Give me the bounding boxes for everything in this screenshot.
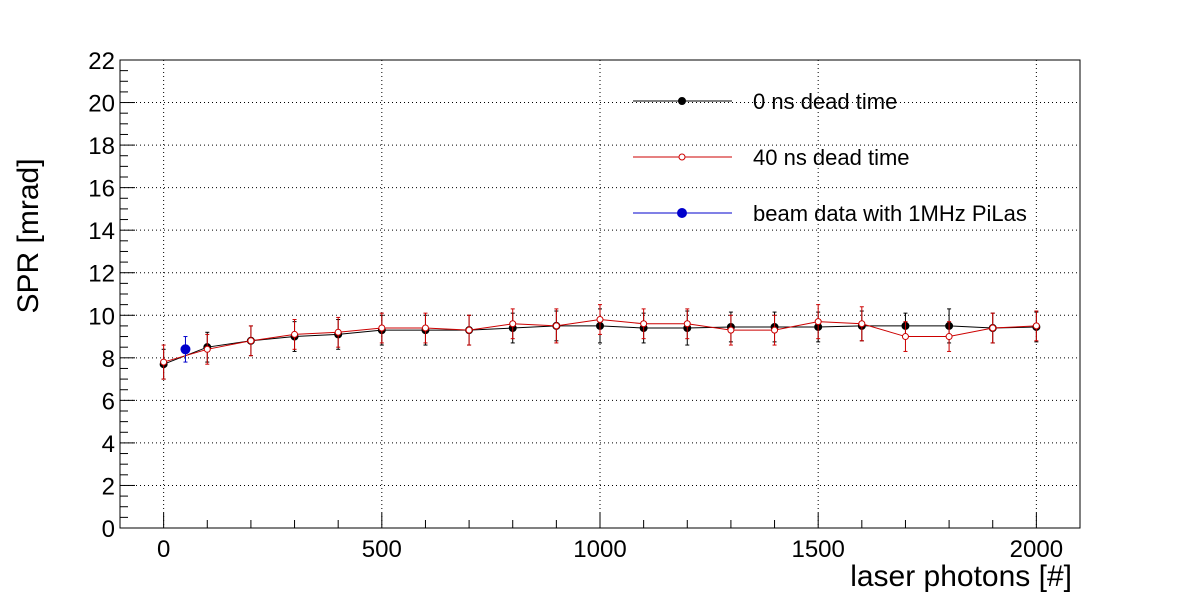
series-1	[160, 304, 1040, 380]
x-tick-label: 1000	[573, 536, 626, 563]
data-point	[727, 326, 735, 334]
y-tick-label: 2	[102, 473, 115, 500]
y-tick-label: 0	[102, 516, 115, 543]
legend-label: 0 ns dead time	[753, 89, 897, 114]
data-point	[814, 318, 822, 326]
x-tick-label: 1500	[791, 536, 844, 563]
data-point	[989, 324, 997, 332]
x-axis-title: laser photons [#]	[850, 560, 1072, 593]
data-point	[771, 326, 779, 334]
data-point	[858, 320, 866, 328]
data-point	[203, 345, 211, 353]
data-point	[180, 344, 191, 355]
y-tick-label: 8	[102, 346, 115, 373]
legend-marker	[678, 153, 686, 161]
grid-lines	[120, 60, 1080, 528]
data-point	[945, 333, 953, 341]
legend-label: 40 ns dead time	[753, 145, 910, 170]
data-point	[509, 320, 517, 328]
data-point	[596, 316, 604, 324]
data-point	[683, 320, 691, 328]
data-point	[334, 328, 342, 336]
y-axis-title: SPR [mrad]	[12, 158, 45, 313]
y-tick-label: 12	[88, 261, 115, 288]
y-tick-label: 20	[88, 91, 115, 118]
y-tick-label: 22	[88, 48, 115, 75]
legend-marker	[678, 97, 686, 105]
data-point	[247, 337, 255, 345]
legend-label: beam data with 1MHz PiLas	[753, 201, 1027, 226]
y-tick-label: 14	[88, 218, 115, 245]
y-tick-label: 16	[88, 176, 115, 203]
data-point	[901, 333, 909, 341]
data-point	[640, 320, 648, 328]
data-point	[421, 324, 429, 332]
series-2	[180, 336, 191, 363]
y-tick-label: 18	[88, 133, 115, 160]
x-tick-label: 0	[157, 536, 170, 563]
data-point	[291, 330, 299, 338]
series-layer	[159, 304, 1041, 380]
data-point	[552, 322, 560, 330]
data-point	[465, 326, 473, 334]
data-point	[160, 358, 168, 366]
y-tick-label: 4	[102, 431, 115, 458]
plot-frame	[119, 59, 1081, 529]
data-point	[378, 324, 386, 332]
x-tick-label: 2000	[1010, 536, 1063, 563]
x-tick-label: 500	[362, 536, 402, 563]
data-point	[1032, 322, 1040, 330]
legend-marker	[677, 208, 687, 218]
axes: 0 500 1000 1500 2000 0 2 4 6 8 10 12 14 16 18 20 22	[88, 48, 1081, 563]
y-tick-label: 10	[88, 303, 115, 330]
legend: 0 ns dead time 40 ns dead time beam data w…	[633, 89, 1027, 226]
y-tick-label: 6	[102, 388, 115, 415]
